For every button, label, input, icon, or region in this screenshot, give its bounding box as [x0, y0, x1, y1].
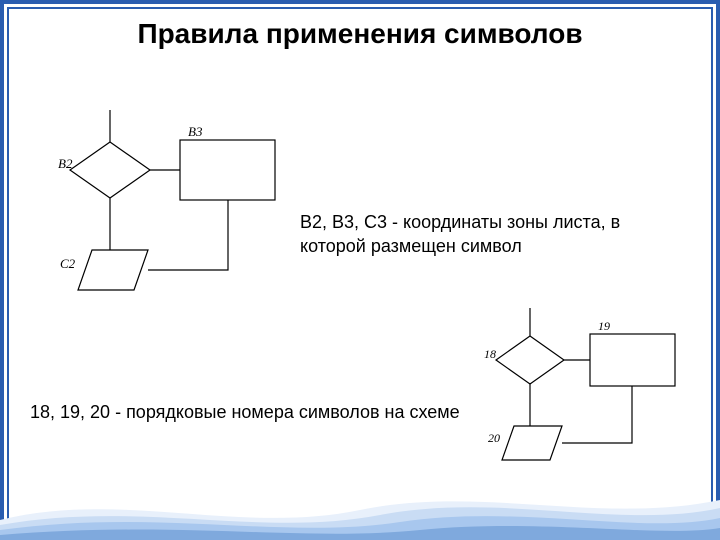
diagram-numbers: 18 19 20	[470, 300, 700, 480]
bottom-wave	[0, 480, 720, 540]
node-label: C2	[60, 256, 76, 271]
node-label: 20	[488, 431, 500, 445]
node-label: B2	[58, 156, 73, 171]
edge	[562, 386, 632, 443]
description-numbers: 18, 19, 20 - порядковые номера символов …	[30, 400, 470, 424]
slide-title: Правила применения символов	[0, 18, 720, 50]
decision-node	[496, 336, 564, 384]
description-coordinates: B2, B3, C3 - координаты зоны листа, в ко…	[300, 210, 680, 259]
node-label: 19	[598, 319, 610, 333]
process-node	[590, 334, 675, 386]
io-node	[502, 426, 562, 460]
io-node	[78, 250, 148, 290]
decision-node	[70, 142, 150, 198]
edge	[148, 200, 228, 270]
node-label: B3	[188, 124, 203, 139]
process-node	[180, 140, 275, 200]
diagram-coordinates: B2 B3 C2	[40, 100, 300, 310]
node-label: 18	[484, 347, 496, 361]
